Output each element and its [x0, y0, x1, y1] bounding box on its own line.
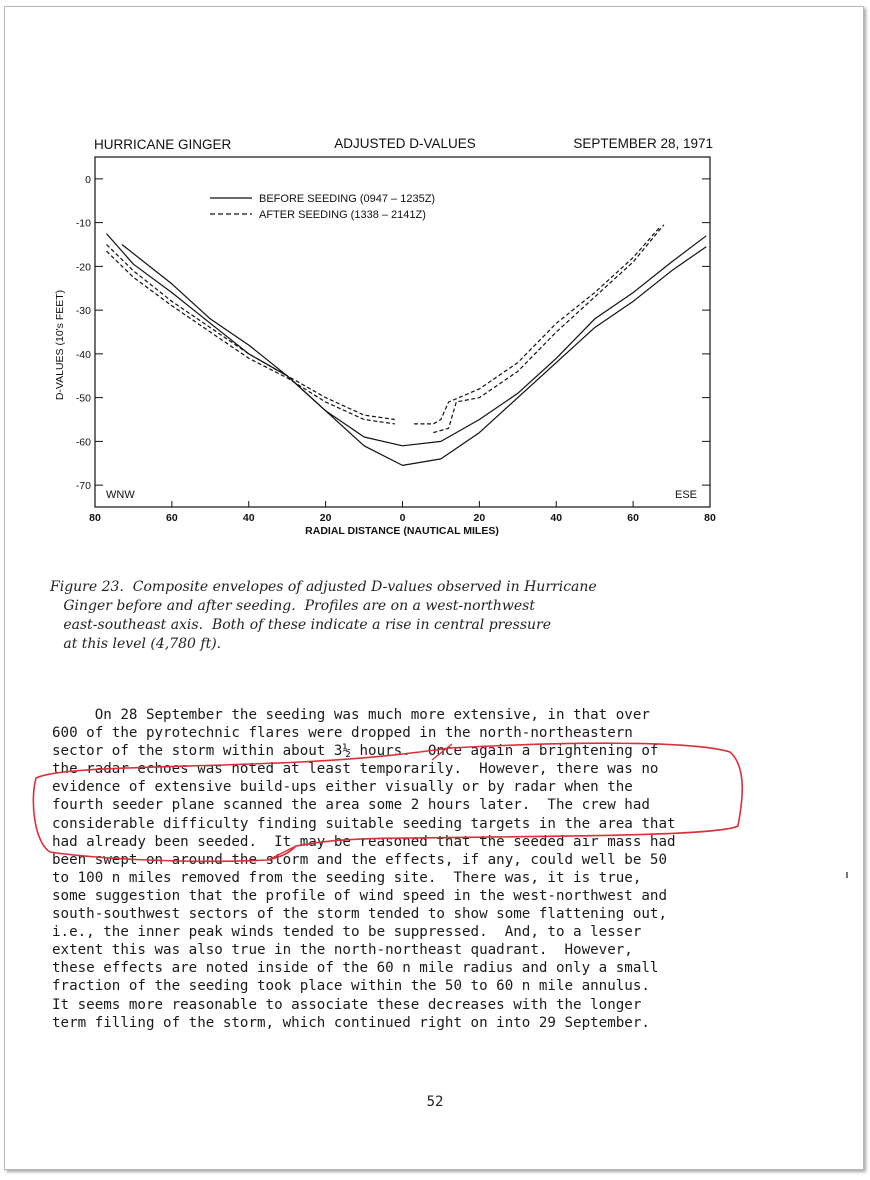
chart-legend: BEFORE SEEDING (0947 – 1235Z) AFTER SEED…	[210, 193, 435, 221]
figure-caption: Figure 23. Composite envelopes of adjust…	[50, 578, 750, 654]
body-text: On 28 September the seeding was much mor…	[52, 706, 772, 1032]
legend-label-after: AFTER SEEDING (1338 – 2141Z)	[259, 209, 426, 221]
body-line: It seems more reasonable to associate th…	[52, 996, 642, 1013]
x-tick-label: 80	[89, 512, 101, 524]
body-line: these effects are noted inside of the 60…	[52, 960, 659, 977]
y-tick-label: -40	[76, 349, 91, 361]
body-line: extent this was also true in the north-n…	[52, 942, 633, 959]
after-seeding-line-4	[414, 226, 661, 425]
y-tick-label: -70	[76, 480, 91, 492]
body-line: considerable difficulty finding suitable…	[52, 815, 676, 832]
body-line: 600 of the pyrotechnic flares were dropp…	[52, 725, 633, 742]
body-line: south-southwest sectors of the storm ten…	[52, 906, 667, 923]
body-line: fourth seeder plane scanned the area som…	[52, 797, 650, 814]
body-line: term filling of the storm, which continu…	[52, 1014, 650, 1031]
x-tick-label: 20	[320, 512, 332, 524]
y-axis-ticks: 0 -10 -20 -30 -40 -50 -60 -70	[76, 174, 710, 492]
caption-line: at this level (4,780 ft).	[50, 636, 222, 652]
chart-series	[106, 224, 707, 466]
x-axis-label: RADIAL DISTANCE (NAUTICAL MILES)	[305, 525, 499, 537]
body-line: sector of the storm within about 3½ hour…	[52, 743, 659, 760]
chart-title-center: ADJUSTED D-VALUES	[334, 136, 476, 151]
body-line: On 28 September the seeding was much mor…	[52, 707, 650, 723]
caption-line: Ginger before and after seeding. Profile…	[50, 598, 535, 614]
body-line: evidence of extensive build-ups either v…	[52, 779, 633, 796]
margin-mark	[846, 872, 848, 878]
before-seeding-line-1	[121, 244, 707, 466]
document-page	[4, 6, 864, 1170]
body-line: to 100 n miles removed from the seeding …	[52, 869, 642, 886]
caption-line: Figure 23. Composite envelopes of adjust…	[50, 579, 597, 595]
after-seeding-line-2	[106, 244, 395, 421]
y-tick-label: 0	[85, 174, 91, 186]
legend-label-before: BEFORE SEEDING (0947 – 1235Z)	[259, 193, 435, 205]
body-line: been swept on around the storm and the e…	[52, 851, 667, 868]
before-seeding-line-0	[106, 233, 707, 447]
after-seeding-line-3	[106, 250, 395, 425]
y-tick-label: -20	[76, 261, 91, 273]
d-values-chart: HURRICANE GINGER ADJUSTED D-VALUES SEPTE…	[54, 136, 716, 537]
direction-label-ese: ESE	[675, 489, 697, 501]
y-tick-label: -30	[76, 305, 91, 317]
body-line: i.e., the inner peak winds tended to be …	[52, 924, 642, 941]
x-tick-label: 40	[550, 512, 562, 524]
x-tick-label: 0	[400, 512, 406, 524]
body-line: some suggestion that the profile of wind…	[52, 887, 667, 904]
caption-line: east-southeast axis. Both of these indic…	[50, 617, 552, 633]
y-tick-label: -50	[76, 393, 91, 405]
x-tick-label: 60	[627, 512, 639, 524]
after-seeding-line-5	[433, 224, 665, 434]
body-line: had already been seeded. It may be reaso…	[52, 833, 676, 850]
body-line: fraction of the seeding took place withi…	[52, 978, 650, 995]
chart-title-left: HURRICANE GINGER	[94, 137, 232, 152]
x-tick-label: 60	[166, 512, 178, 524]
chart-title-right: SEPTEMBER 28, 1971	[573, 136, 713, 151]
y-axis-label: D-VALUES (10's FEET)	[54, 290, 66, 400]
page-number: 52	[426, 1094, 444, 1110]
body-line: the radar echoes was noted at least temp…	[52, 761, 659, 778]
y-tick-label: -10	[76, 218, 91, 230]
x-tick-label: 40	[243, 512, 255, 524]
x-tick-label: 20	[474, 512, 486, 524]
x-tick-label: 80	[704, 512, 716, 524]
y-tick-label: -60	[76, 436, 91, 448]
x-axis-ticks: 80 60 40 20 0 20 40 60 80	[89, 501, 716, 524]
direction-label-wnw: WNW	[106, 489, 135, 501]
